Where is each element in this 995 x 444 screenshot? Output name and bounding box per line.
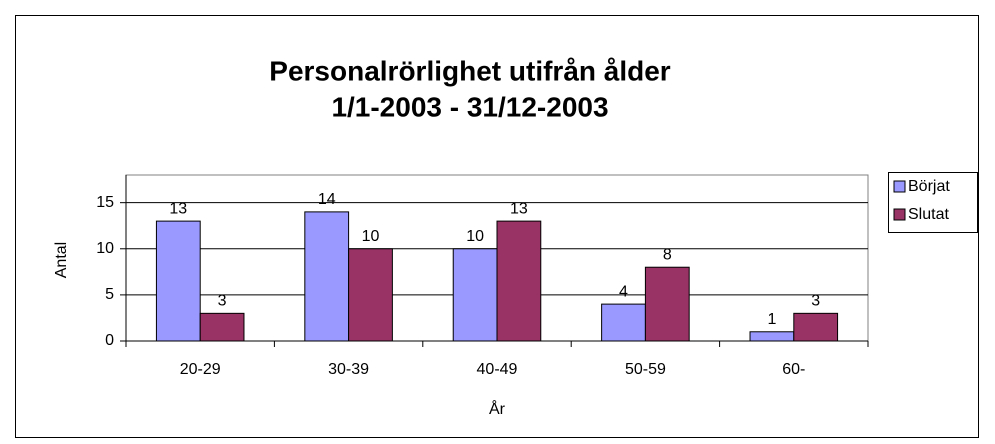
- legend-swatch: [893, 208, 906, 221]
- data-label: 13: [169, 200, 187, 217]
- chart-title: Personalrörlighet utifrån ålder: [269, 55, 671, 86]
- bar: [452, 248, 498, 342]
- x-tick-label: 50-59: [625, 361, 666, 378]
- bar: [601, 303, 646, 342]
- y-tick-label: 10: [96, 240, 114, 257]
- y-tick-label: 15: [96, 194, 114, 211]
- data-label: 4: [619, 283, 628, 300]
- x-axis-label: År: [489, 399, 506, 418]
- bar: [348, 248, 393, 342]
- data-label: 3: [218, 293, 227, 310]
- bar: [749, 331, 795, 342]
- y-tick-label: 5: [105, 286, 114, 303]
- x-tick-label: 60-: [782, 361, 805, 378]
- bar: [496, 220, 542, 342]
- chart-subtitle: 1/1-2003 - 31/12-2003: [331, 91, 608, 122]
- bar: [199, 312, 245, 342]
- y-axis-label: Antal: [53, 242, 70, 278]
- x-tick-label: 40-49: [477, 361, 518, 378]
- data-label: 8: [663, 246, 672, 263]
- data-label: 10: [362, 228, 380, 245]
- data-label: 3: [811, 293, 820, 310]
- data-label: 1: [767, 311, 776, 328]
- legend-label: Slutat: [908, 206, 949, 223]
- bar: [644, 266, 690, 342]
- x-tick-label: 20-29: [180, 361, 221, 378]
- x-tick-label: 30-39: [328, 361, 369, 378]
- data-label: 10: [466, 228, 484, 245]
- legend-label: Börjat: [908, 178, 950, 195]
- bar: [304, 211, 350, 342]
- bar: [155, 220, 201, 342]
- bar: [793, 312, 839, 342]
- legend-swatch: [893, 180, 906, 193]
- data-label: 14: [318, 191, 336, 208]
- y-tick-label: 0: [105, 332, 114, 349]
- data-label: 13: [510, 200, 528, 217]
